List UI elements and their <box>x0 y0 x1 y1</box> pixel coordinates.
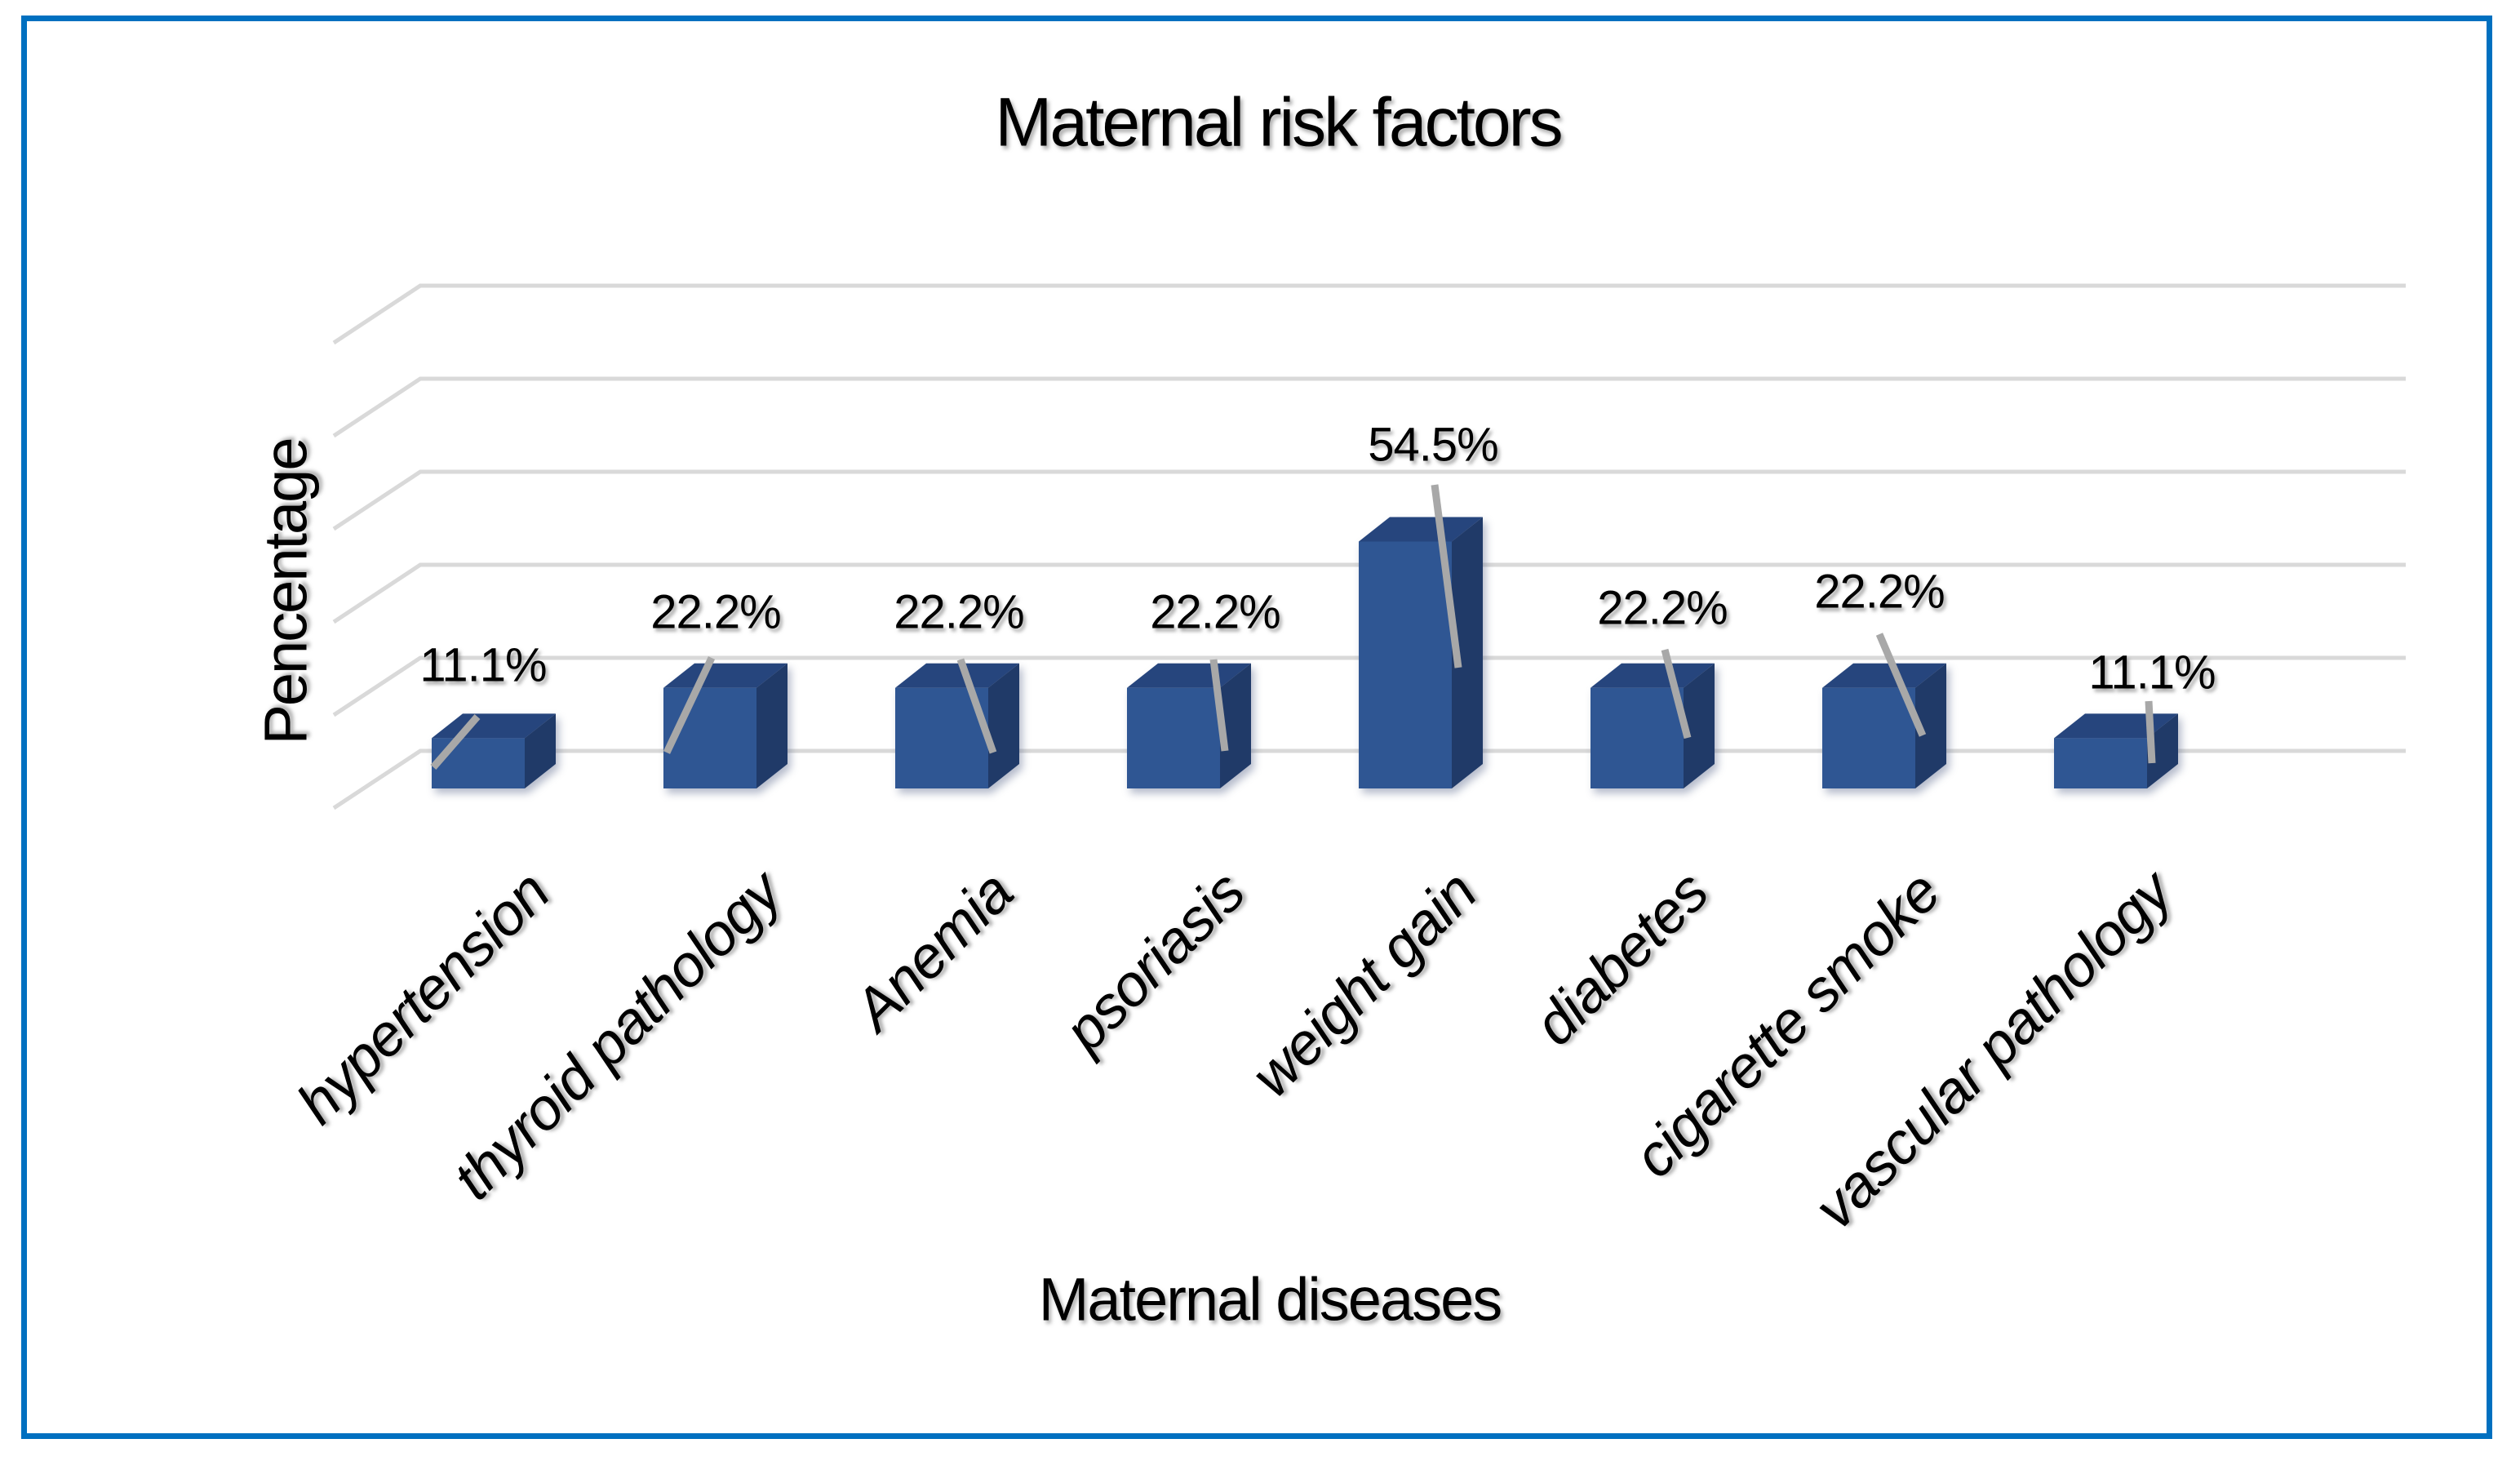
bar-weight-gain <box>1359 517 1483 788</box>
bar-top-face <box>1822 663 1946 688</box>
data-label-weight-gain: 54.5% <box>1368 418 1498 472</box>
gridline <box>332 376 2406 438</box>
bar-side-face <box>525 713 556 788</box>
leader-line-cigarette-smoke <box>1875 633 1927 737</box>
leader-line-Anemia <box>956 658 997 754</box>
x-axis-title: Maternal diseases <box>1038 1265 1503 1334</box>
leader-line-psoriasis <box>1209 659 1229 752</box>
bar-top-face <box>1591 663 1715 688</box>
bar-top-face <box>1127 663 1251 688</box>
bar-top-face <box>1359 517 1483 542</box>
bar-vascular-pathology <box>2054 713 2178 788</box>
bar-top-face <box>895 663 1019 688</box>
gridline <box>332 562 2406 624</box>
bar-front-face <box>895 687 988 788</box>
bar-front-face <box>1359 541 1452 788</box>
bar-front-face <box>1127 687 1220 788</box>
data-label-cigarette-smoke: 22.2% <box>1814 565 1945 619</box>
data-label-hypertension: 11.1% <box>419 638 547 692</box>
data-label-thyroid-pathology: 22.2% <box>650 585 781 639</box>
bar-Anemia <box>895 663 1019 788</box>
data-label-anemia: 22.2% <box>894 585 1024 639</box>
bar-side-face <box>1220 663 1251 788</box>
bar-front-face <box>1822 687 1915 788</box>
gridline <box>332 748 2406 810</box>
data-label-diabetes: 22.2% <box>1597 581 1728 635</box>
bar-side-face <box>1684 663 1715 788</box>
bar-hypertension <box>432 713 556 788</box>
leader-line-weight-gain <box>1431 484 1462 668</box>
bar-side-face <box>1915 663 1946 788</box>
gridline <box>332 283 2406 345</box>
bar-cigarette-smoke <box>1822 663 1946 788</box>
leader-line-thyroid-pathology <box>663 656 716 754</box>
gridline <box>332 469 2406 531</box>
data-label-psoriasis: 22.2% <box>1150 585 1280 639</box>
bar-side-face <box>2147 713 2178 788</box>
bar-front-face <box>1591 687 1684 788</box>
bar-psoriasis <box>1127 663 1251 788</box>
bar-top-face <box>663 663 788 688</box>
bar-diabetes <box>1591 663 1715 788</box>
bar-side-face <box>1452 517 1483 788</box>
leader-line-diabetes <box>1661 648 1692 739</box>
bar-front-face <box>432 738 525 788</box>
data-label-vascular-pathology: 11.1% <box>2088 646 2216 699</box>
bar-side-face <box>756 663 788 788</box>
y-axis-title: Pencentage <box>251 438 320 745</box>
chart-title: Maternal risk factors <box>995 83 1563 161</box>
bar-side-face <box>988 663 1019 788</box>
leader-line-hypertension <box>430 714 481 770</box>
leader-line-vascular-pathology <box>2145 700 2156 764</box>
bar-front-face <box>2054 738 2147 788</box>
gridline <box>332 655 2406 717</box>
bar-thyroid-pathology <box>663 663 788 788</box>
